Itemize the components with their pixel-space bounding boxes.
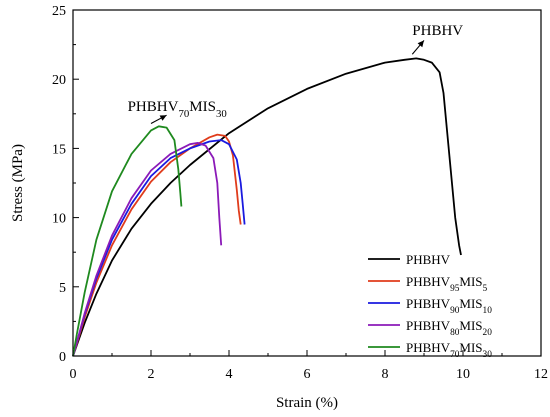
x-tick-label: 12: [534, 367, 548, 382]
annotation-label: PHBHV: [412, 23, 463, 39]
legend-entry: PHBHV80MIS20: [406, 318, 492, 338]
annotations: PHBHV PHBHV70MIS30: [128, 23, 463, 124]
annotation-arrowhead: [159, 115, 167, 121]
y-tick-label: 20: [52, 73, 66, 88]
y-tick-label: 15: [52, 142, 66, 157]
x-tick-label: 2: [148, 367, 155, 382]
legend-entry: PHBHV: [406, 252, 451, 267]
annotation-arrowhead: [417, 40, 424, 48]
annotation-label: PHBHV70MIS30: [128, 99, 227, 120]
series-line-phbhv: [72, 57, 462, 357]
series-layer: [72, 57, 462, 357]
x-tick-label: 8: [382, 367, 389, 382]
legend: PHBHV PHBHV95MIS5PHBHV90MIS10PHBHV80MIS20…: [368, 252, 492, 360]
legend-entry: PHBHV90MIS10: [406, 296, 492, 316]
x-tick-label: 4: [226, 367, 233, 382]
y-tick-label: 0: [59, 350, 66, 365]
y-tick-label: 25: [52, 4, 66, 19]
x-tick-label: 6: [304, 367, 311, 382]
legend-entry: PHBHV95MIS5: [406, 274, 488, 294]
x-axis-title: Strain (%): [276, 395, 338, 411]
axis-ticks: 0 2 4 6 8 10 12 0 5 10 15 20 25: [52, 4, 548, 382]
legend-entry: PHBHV70MIS30: [406, 340, 492, 360]
y-tick-label: 5: [59, 281, 66, 296]
series-line-phbhv80mis20: [72, 141, 223, 357]
y-axis-title: Stress (MPa): [10, 144, 26, 222]
x-tick-label: 10: [456, 367, 470, 382]
x-tick-label: 0: [70, 367, 77, 382]
y-tick-label: 10: [52, 212, 66, 227]
series-line-phbhv70mis30: [72, 125, 183, 357]
